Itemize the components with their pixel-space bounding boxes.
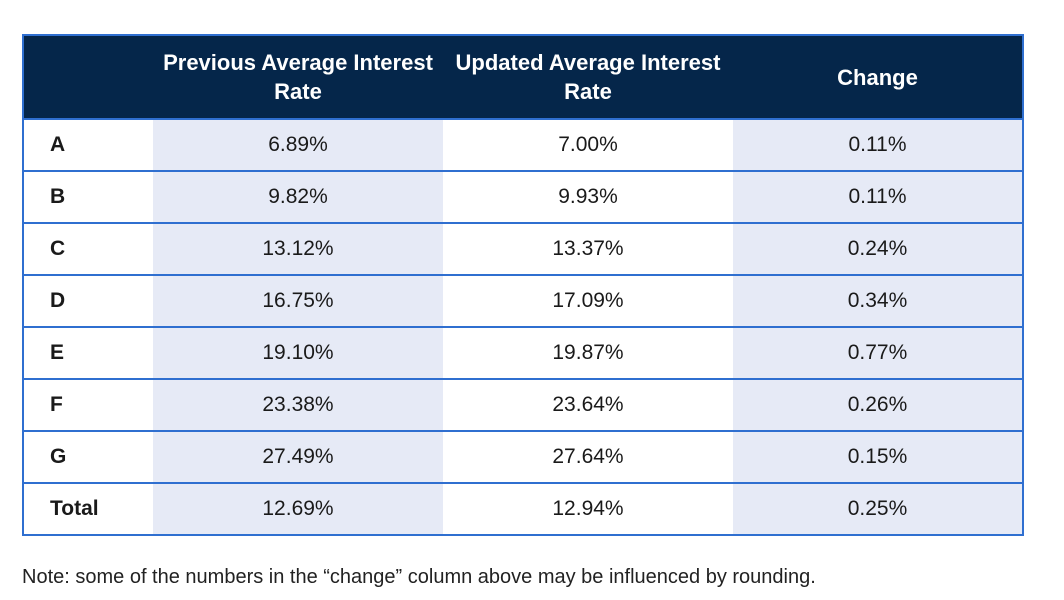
updated-rate-cell: 19.87% [443,327,733,379]
previous-rate-cell: 19.10% [153,327,443,379]
change-cell: 0.11% [733,171,1023,223]
table-row: G 27.49% 27.64% 0.15% [23,431,1023,483]
change-cell: 0.25% [733,483,1023,535]
previous-rate-cell: 16.75% [153,275,443,327]
table-header: Previous Average Interest Rate Updated A… [23,35,1023,119]
row-label: E [23,327,153,379]
header-corner [23,35,153,119]
previous-rate-cell: 27.49% [153,431,443,483]
header-row: Previous Average Interest Rate Updated A… [23,35,1023,119]
row-label: B [23,171,153,223]
row-label: D [23,275,153,327]
table-row: D 16.75% 17.09% 0.34% [23,275,1023,327]
table-row: F 23.38% 23.64% 0.26% [23,379,1023,431]
row-label: A [23,119,153,171]
change-cell: 0.77% [733,327,1023,379]
table-row: E 19.10% 19.87% 0.77% [23,327,1023,379]
row-label: G [23,431,153,483]
previous-rate-cell: 12.69% [153,483,443,535]
change-cell: 0.15% [733,431,1023,483]
interest-rate-table-container: Previous Average Interest Rate Updated A… [22,34,1024,536]
updated-rate-cell: 9.93% [443,171,733,223]
table-row: B 9.82% 9.93% 0.11% [23,171,1023,223]
row-label: F [23,379,153,431]
change-cell: 0.11% [733,119,1023,171]
row-label-total: Total [23,483,153,535]
updated-rate-cell: 7.00% [443,119,733,171]
header-change: Change [837,64,918,90]
previous-rate-cell: 23.38% [153,379,443,431]
table-body: A 6.89% 7.00% 0.11% B 9.82% 9.93% 0.11% … [23,119,1023,535]
table-row-total: Total 12.69% 12.94% 0.25% [23,483,1023,535]
header-previous-rate: Previous Average Interest Rate [163,50,433,104]
change-cell: 0.34% [733,275,1023,327]
rounding-note: Note: some of the numbers in the “change… [22,566,816,588]
table-row: C 13.12% 13.37% 0.24% [23,223,1023,275]
table-row: A 6.89% 7.00% 0.11% [23,119,1023,171]
updated-rate-cell: 23.64% [443,379,733,431]
row-label: C [23,223,153,275]
change-cell: 0.24% [733,223,1023,275]
interest-rate-table: Previous Average Interest Rate Updated A… [22,34,1024,536]
updated-rate-cell: 12.94% [443,483,733,535]
previous-rate-cell: 13.12% [153,223,443,275]
updated-rate-cell: 17.09% [443,275,733,327]
updated-rate-cell: 13.37% [443,223,733,275]
previous-rate-cell: 6.89% [153,119,443,171]
updated-rate-cell: 27.64% [443,431,733,483]
header-updated-rate: Updated Average Interest Rate [455,50,721,104]
previous-rate-cell: 9.82% [153,171,443,223]
change-cell: 0.26% [733,379,1023,431]
